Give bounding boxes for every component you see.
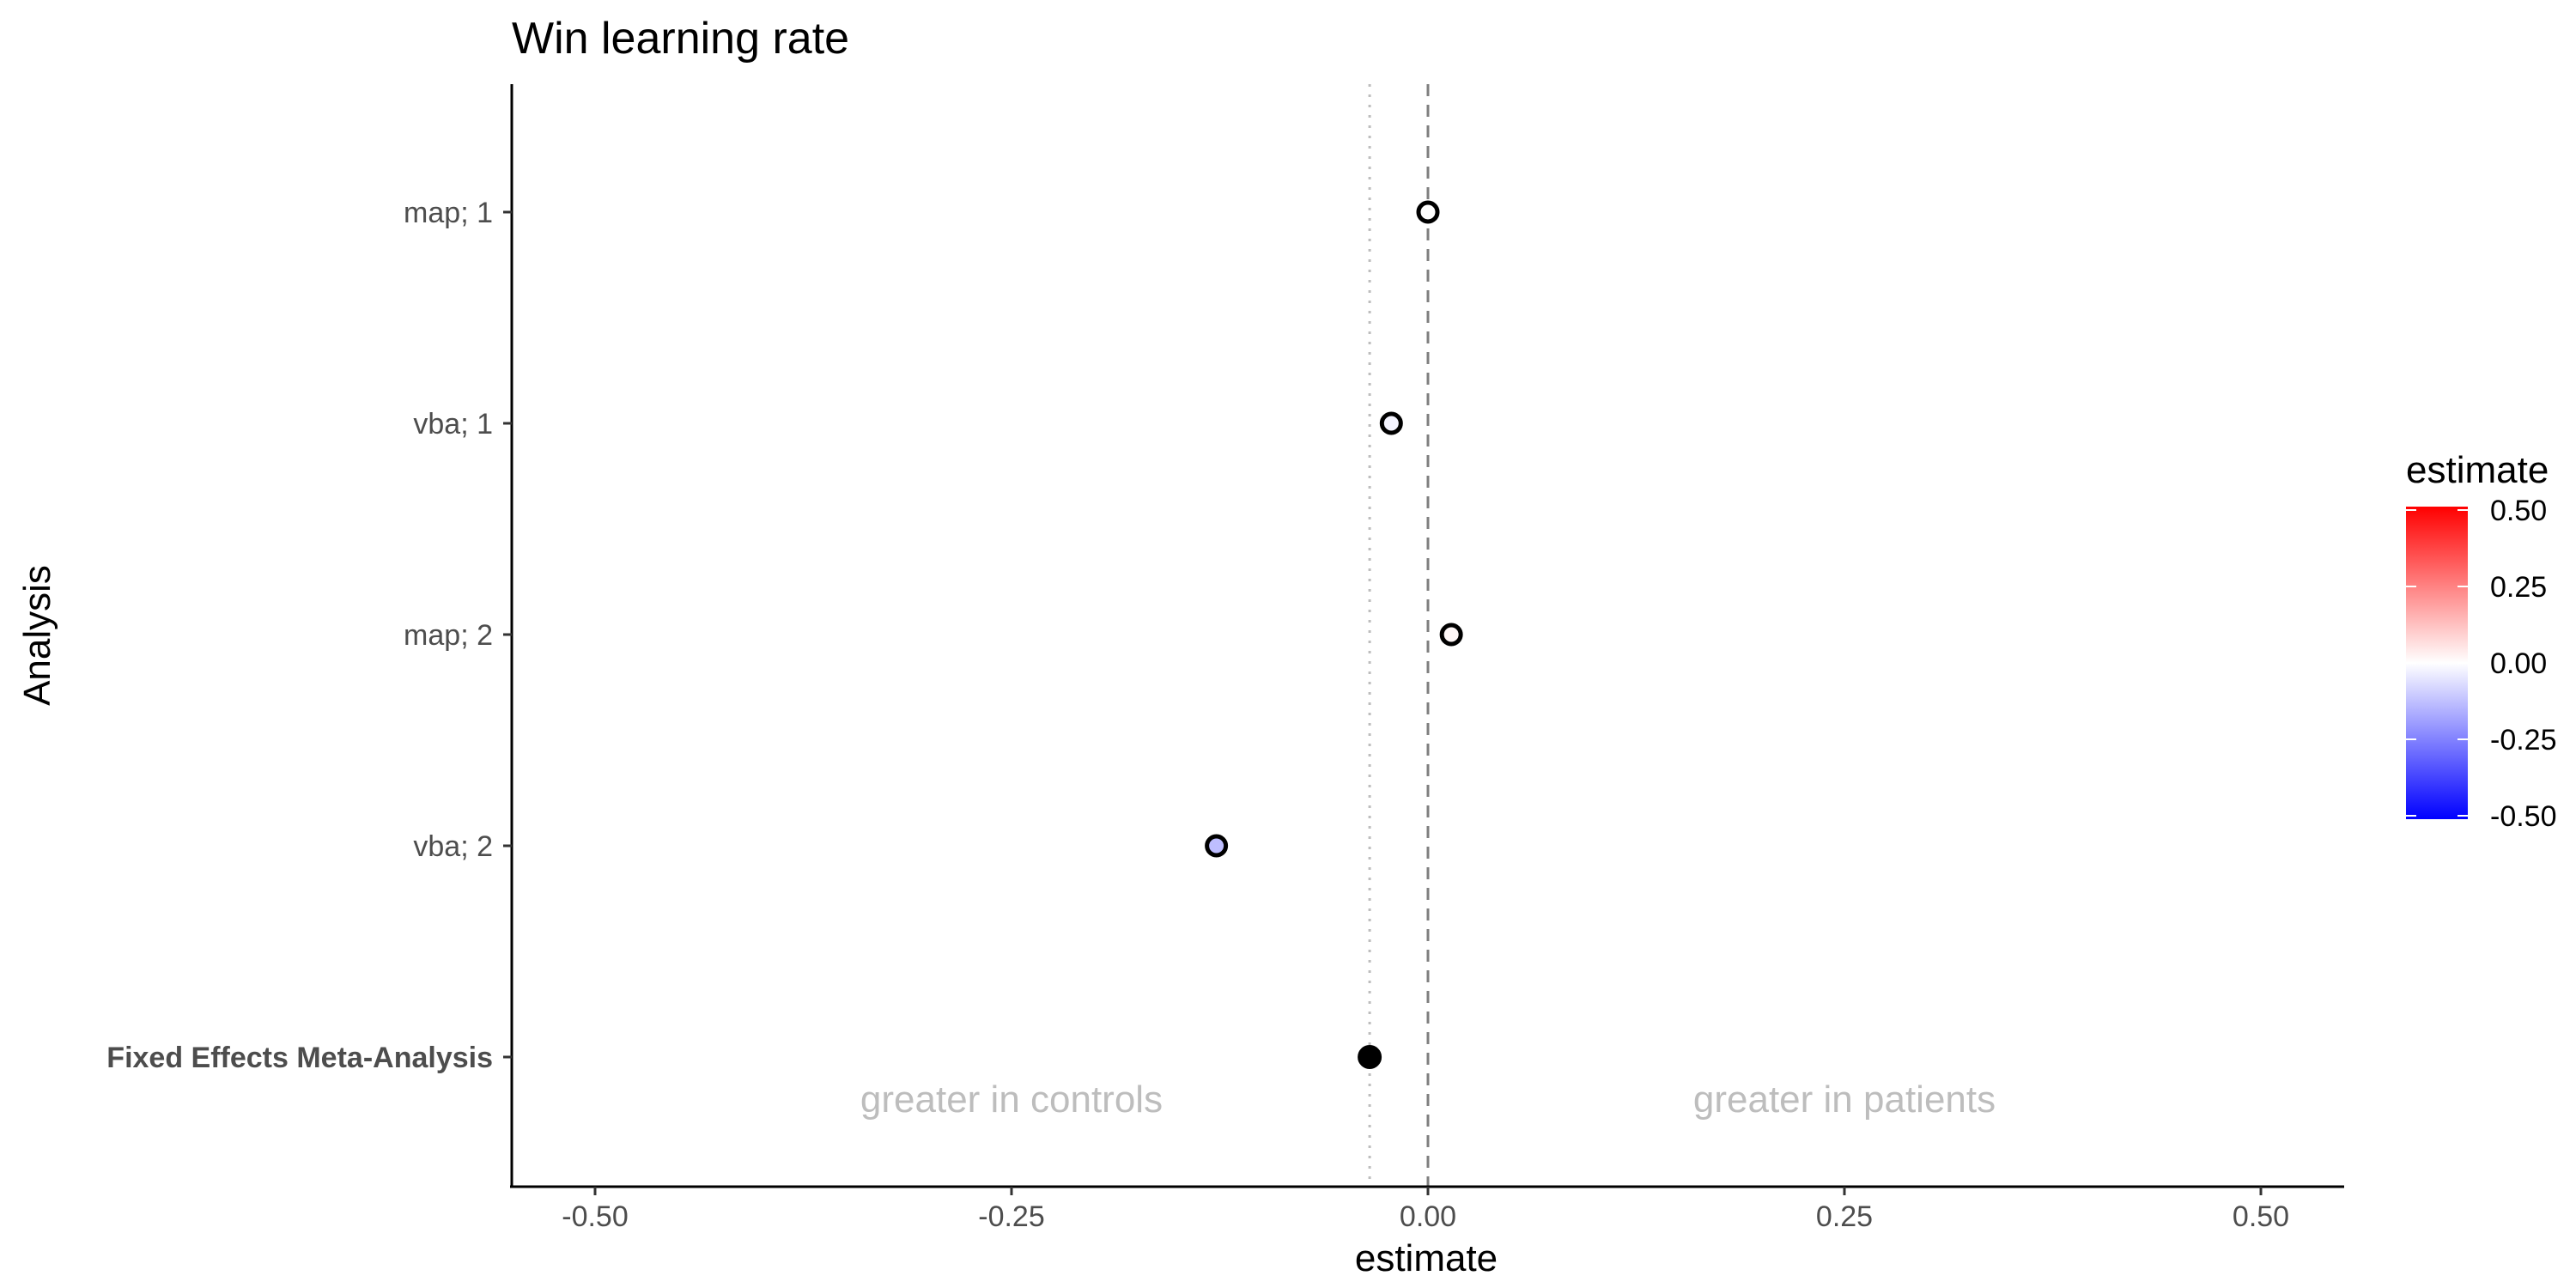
summary-point [1358, 1045, 1382, 1069]
reference-lines [1368, 84, 1430, 1187]
y-tick-label: map; 2 [404, 619, 493, 652]
chart-title: Win learning rate [512, 14, 849, 64]
data-point [1439, 623, 1463, 647]
y-tick-label: vba; 1 [413, 408, 493, 440]
x-tick-label: 0.50 [2233, 1200, 2289, 1233]
y-tick-label: map; 1 [404, 197, 493, 229]
data-point [1416, 200, 1440, 224]
legend-tick-label: 0.50 [2490, 495, 2547, 527]
x-tick-label: -0.50 [562, 1200, 629, 1233]
legend-title: estimate [2406, 449, 2549, 491]
x-tick-label: 0.25 [1816, 1200, 1873, 1233]
x-axis-title: estimate [1355, 1237, 1498, 1279]
color-legend: estimate 0.50 0.25 0.00 -0.25 -0.50 [2406, 449, 2557, 833]
legend-tick-label: -0.50 [2490, 800, 2557, 833]
y-axis-title: Analysis [16, 565, 58, 706]
legend-tick-label: 0.25 [2490, 571, 2547, 604]
legend-tick-label: 0.00 [2490, 647, 2547, 680]
data-point [1379, 411, 1403, 435]
legend-ticks: 0.50 0.25 0.00 -0.25 -0.50 [2406, 495, 2557, 833]
annotations: greater in controls greater in patients [860, 1078, 1996, 1121]
y-tick-label: Fixed Effects Meta-Analysis [106, 1042, 493, 1074]
data-point [1205, 834, 1229, 858]
y-tick-label: vba; 2 [413, 830, 493, 863]
x-tick-label: 0.00 [1400, 1200, 1456, 1233]
legend-tick-label: -0.25 [2490, 724, 2557, 756]
annotation-patients: greater in patients [1693, 1078, 1996, 1121]
y-axis-ticks: map; 1 vba; 1 map; 2 vba; 2 Fixed Effects Me… [106, 197, 512, 1074]
x-tick-label: -0.25 [978, 1200, 1045, 1233]
annotation-controls: greater in controls [860, 1078, 1163, 1121]
data-points [1205, 200, 1463, 1069]
x-axis-ticks: -0.50 -0.25 0.00 0.25 0.50 [562, 1187, 2289, 1233]
